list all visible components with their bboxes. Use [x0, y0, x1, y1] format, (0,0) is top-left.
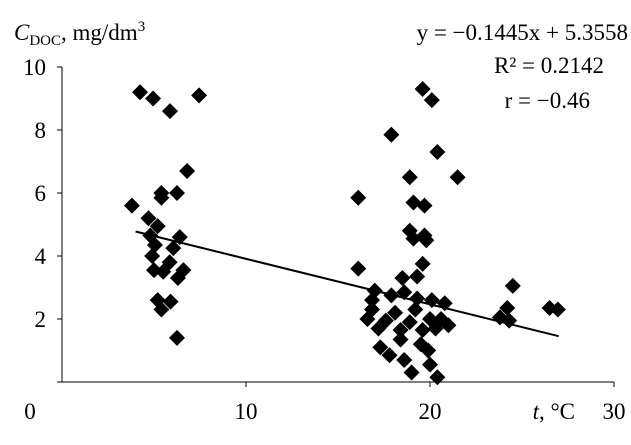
r-squared: R² = 0.2142: [494, 53, 604, 78]
point: [394, 270, 411, 287]
point: [162, 293, 179, 310]
point: [145, 90, 162, 107]
y-tick-label: 6: [35, 181, 47, 206]
y-axis-label: CDOC, mg/dm3: [14, 19, 145, 49]
point: [381, 347, 398, 364]
y-tick-label: 10: [23, 55, 46, 80]
trendline: [135, 230, 560, 338]
point: [396, 351, 413, 368]
point: [162, 103, 179, 120]
point: [403, 364, 420, 381]
point: [153, 189, 170, 206]
point: [169, 329, 185, 346]
point: [191, 87, 208, 104]
point: [414, 255, 431, 272]
point: [449, 169, 466, 186]
point: [350, 189, 367, 206]
x-label-symbol: t: [533, 399, 540, 424]
point: [423, 92, 440, 109]
x-axis-label: t, °C: [533, 399, 575, 424]
x-tick-label: 20: [419, 399, 442, 424]
point: [169, 270, 186, 287]
point: [146, 236, 163, 253]
x-label-unit: , °C: [539, 399, 575, 424]
point: [392, 322, 409, 339]
point: [387, 304, 404, 321]
point: [132, 84, 149, 101]
point: [383, 126, 400, 143]
point: [414, 322, 431, 339]
point: [350, 260, 367, 277]
point: [372, 339, 389, 356]
point: [499, 299, 516, 316]
point: [414, 81, 431, 98]
point: [504, 277, 521, 294]
y-tick-label: 8: [35, 118, 47, 143]
y-label-symbol: C: [14, 20, 30, 45]
point: [179, 162, 196, 179]
origin-label: 0: [24, 399, 36, 424]
y-label-superscript: 3: [138, 19, 146, 35]
point: [155, 263, 172, 280]
y-tick-label: 4: [35, 244, 47, 269]
point: [377, 312, 394, 329]
point: [429, 144, 446, 161]
point: [123, 197, 140, 214]
point: [409, 268, 426, 285]
point: [440, 317, 457, 334]
point: [416, 197, 433, 214]
point: [418, 232, 435, 249]
equation: y = −0.1445x + 5.3558: [417, 20, 628, 45]
x-tick-label: 30: [603, 399, 626, 424]
point: [153, 301, 170, 318]
point: [169, 185, 185, 201]
point: [149, 218, 166, 235]
point: [422, 356, 438, 373]
point: [429, 369, 446, 386]
point: [420, 342, 437, 359]
x-tick-label: 10: [235, 399, 258, 424]
y-tick-label: 2: [35, 307, 47, 332]
point: [165, 240, 182, 257]
y-label-subscript: DOC: [29, 33, 61, 49]
point: [407, 301, 424, 318]
point: [401, 169, 418, 186]
point: [140, 210, 157, 227]
y-label-unit: , mg/dm: [61, 20, 138, 45]
point: [401, 314, 418, 331]
point: [364, 301, 381, 318]
point: [144, 248, 161, 264]
point: [364, 292, 381, 309]
point: [392, 331, 409, 348]
point: [549, 301, 566, 318]
correlation: r = −0.46: [505, 88, 590, 113]
